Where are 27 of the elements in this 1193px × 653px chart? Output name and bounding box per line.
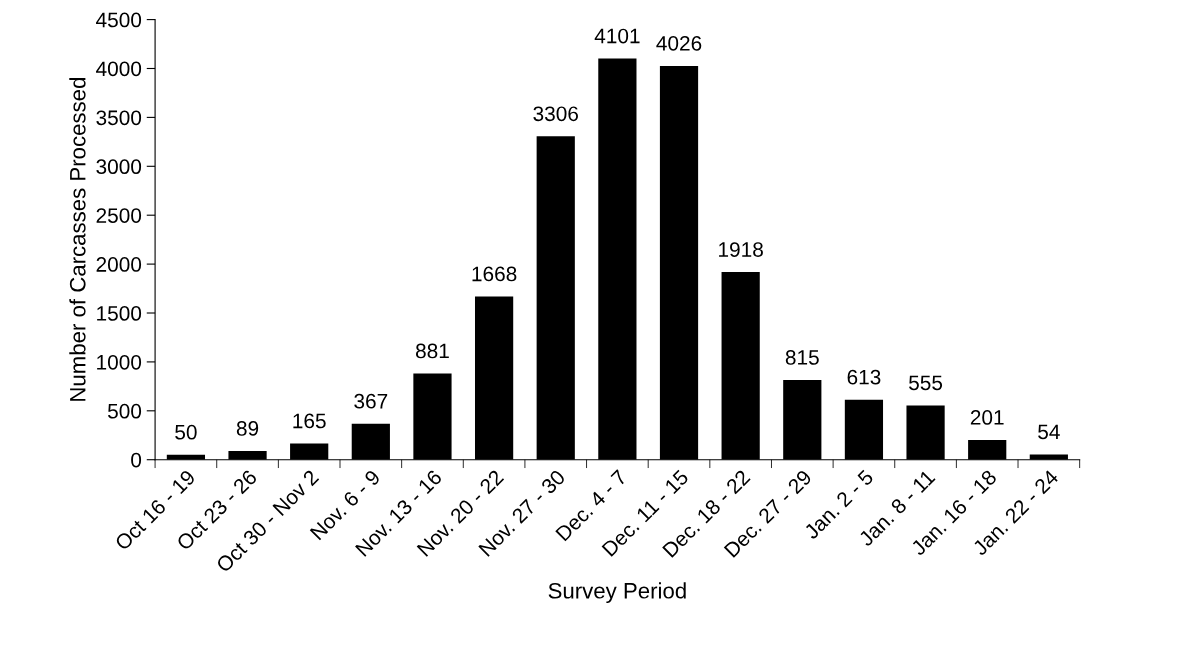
- data-label: 815: [785, 350, 819, 365]
- data-label: 54: [1038, 424, 1060, 440]
- data-label: 4101: [594, 28, 640, 44]
- y-tick-label: 1500: [97, 306, 142, 321]
- x-axis-title: Survey Period: [548, 582, 686, 604]
- y-axis-title: Number of Carcasses Processed: [69, 78, 86, 401]
- y-tick-label: 500: [107, 403, 142, 419]
- y-tick-label: 2000: [96, 257, 142, 272]
- data-label: 881: [415, 343, 449, 359]
- data-label: 201: [970, 410, 1004, 425]
- y-tick-label: 3500: [96, 110, 142, 126]
- data-label: 367: [354, 393, 388, 409]
- data-label: 3306: [533, 106, 578, 122]
- y-tick-label: 0: [131, 452, 142, 468]
- y-tick-label: 4000: [96, 61, 142, 77]
- data-label: 89: [236, 421, 259, 436]
- y-tick-label: 2500: [96, 208, 142, 223]
- y-tick-label: 3000: [96, 159, 142, 175]
- data-label: 1918: [719, 242, 763, 257]
- data-label: 165: [293, 413, 326, 429]
- y-tick-label: 1000: [97, 354, 142, 370]
- data-label: 50: [175, 424, 197, 440]
- data-label: 1668: [472, 266, 517, 282]
- data-label: 4026: [656, 35, 702, 51]
- data-label: 555: [909, 375, 943, 391]
- data-label: 613: [847, 369, 881, 385]
- y-tick-label: 4500: [96, 12, 142, 28]
